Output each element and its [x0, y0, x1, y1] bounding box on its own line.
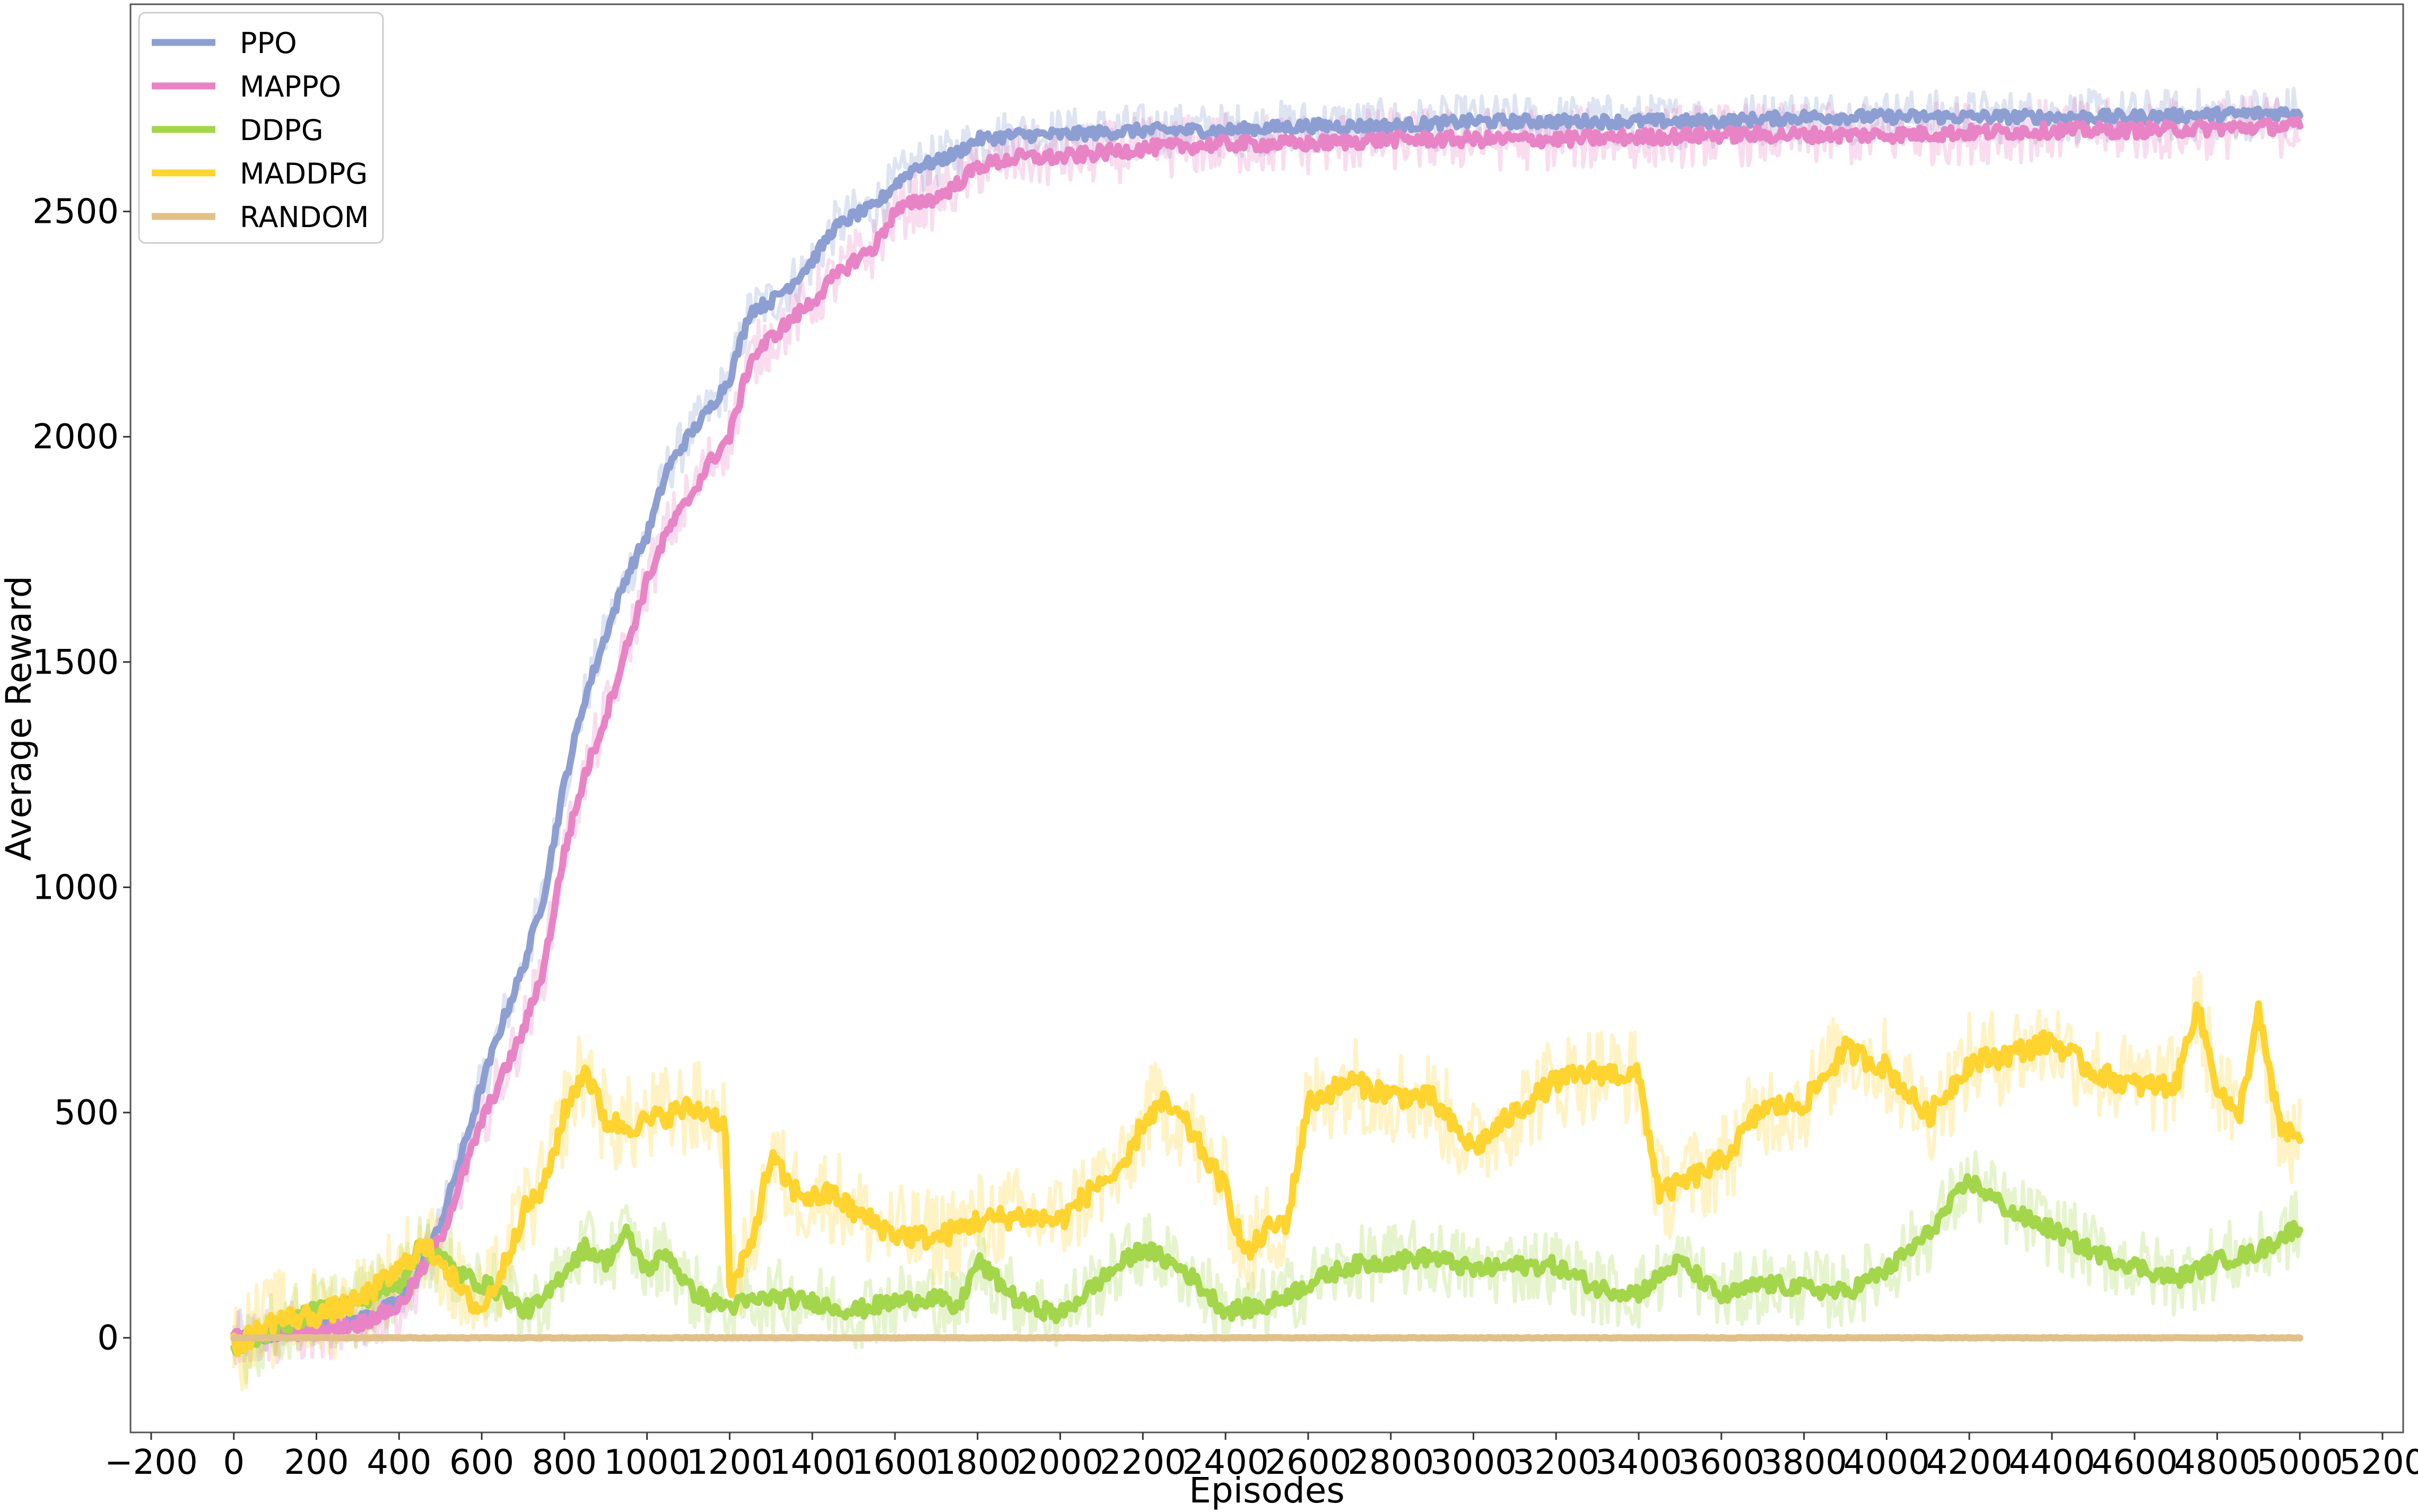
x-tick-label: 2800: [1347, 1443, 1434, 1482]
x-tick-label: 0: [223, 1443, 245, 1482]
series-line-maddpg: [230, 1000, 2303, 1358]
x-axis-ticks: −200 0 200 400 600 800 10001200140016001800200…: [105, 1432, 2418, 1482]
plot-frame: [129, 3, 2404, 1433]
x-tick-label: 4000: [1843, 1443, 1930, 1482]
x-tick-label: 1400: [769, 1443, 856, 1482]
x-tick-label: 400: [367, 1443, 431, 1482]
x-tick-label: 1800: [934, 1443, 1021, 1482]
x-tick-label: −200: [105, 1443, 198, 1482]
x-tick-label: 2000: [1017, 1443, 1103, 1482]
x-tick-label: 1000: [604, 1443, 690, 1482]
series-line-mappo: [230, 116, 2303, 1346]
legend-label: MADDPG: [240, 157, 368, 190]
series-band-maddpg: [232, 970, 2302, 1391]
x-tick-label: 1200: [686, 1443, 773, 1482]
x-tick-label: 5000: [2257, 1443, 2343, 1482]
x-tick-label: 2200: [1100, 1443, 1186, 1482]
y-tick-label: 0: [97, 1319, 119, 1358]
y-axis-label: Average Reward: [0, 576, 39, 861]
y-tick-label: 1500: [32, 643, 119, 682]
legend-label: RANDOM: [240, 201, 369, 234]
series-line-random: [230, 1334, 2303, 1342]
x-tick-label: 800: [532, 1443, 597, 1482]
x-tick-label: 200: [284, 1443, 349, 1482]
x-tick-label: 4600: [2091, 1443, 2178, 1482]
series-band-mappo: [232, 95, 2301, 1366]
x-tick-label: 1600: [852, 1443, 938, 1482]
x-tick-label: 2400: [1182, 1443, 1269, 1482]
x-tick-label: 5200: [2339, 1443, 2418, 1482]
series-line-ppo: [230, 105, 2303, 1343]
x-tick-label: 3600: [1678, 1443, 1764, 1482]
x-axis-label: Episodes: [1189, 1470, 1345, 1511]
legend-label: MAPPO: [240, 70, 341, 103]
x-tick-label: 3200: [1513, 1443, 1599, 1482]
series-line-ddpg: [230, 1173, 2303, 1357]
legend-label: PPO: [240, 27, 297, 60]
y-tick-label: 1000: [32, 868, 119, 907]
x-tick-label: 3400: [1596, 1443, 1682, 1482]
x-tick-label: 3800: [1761, 1443, 1847, 1482]
x-tick-label: 2600: [1265, 1443, 1351, 1482]
x-tick-label: 4400: [2008, 1443, 2095, 1482]
y-tick-label: 2000: [32, 418, 119, 457]
legend-label: DDPG: [240, 114, 324, 147]
y-tick-label: 2500: [32, 193, 119, 232]
series-lines: [230, 105, 2303, 1358]
legend-box: [138, 12, 384, 244]
x-tick-label: 600: [449, 1443, 514, 1482]
x-tick-label: 4800: [2174, 1443, 2260, 1482]
y-tick-label: 500: [54, 1093, 119, 1133]
y-axis-ticks: 0 500 1000 1500 2000 2500: [32, 193, 131, 1358]
x-tick-label: 3000: [1430, 1443, 1517, 1482]
x-tick-label: 4200: [1926, 1443, 2013, 1482]
legend: PPO MAPPO DDPG MADDPG RANDOM: [138, 12, 384, 244]
